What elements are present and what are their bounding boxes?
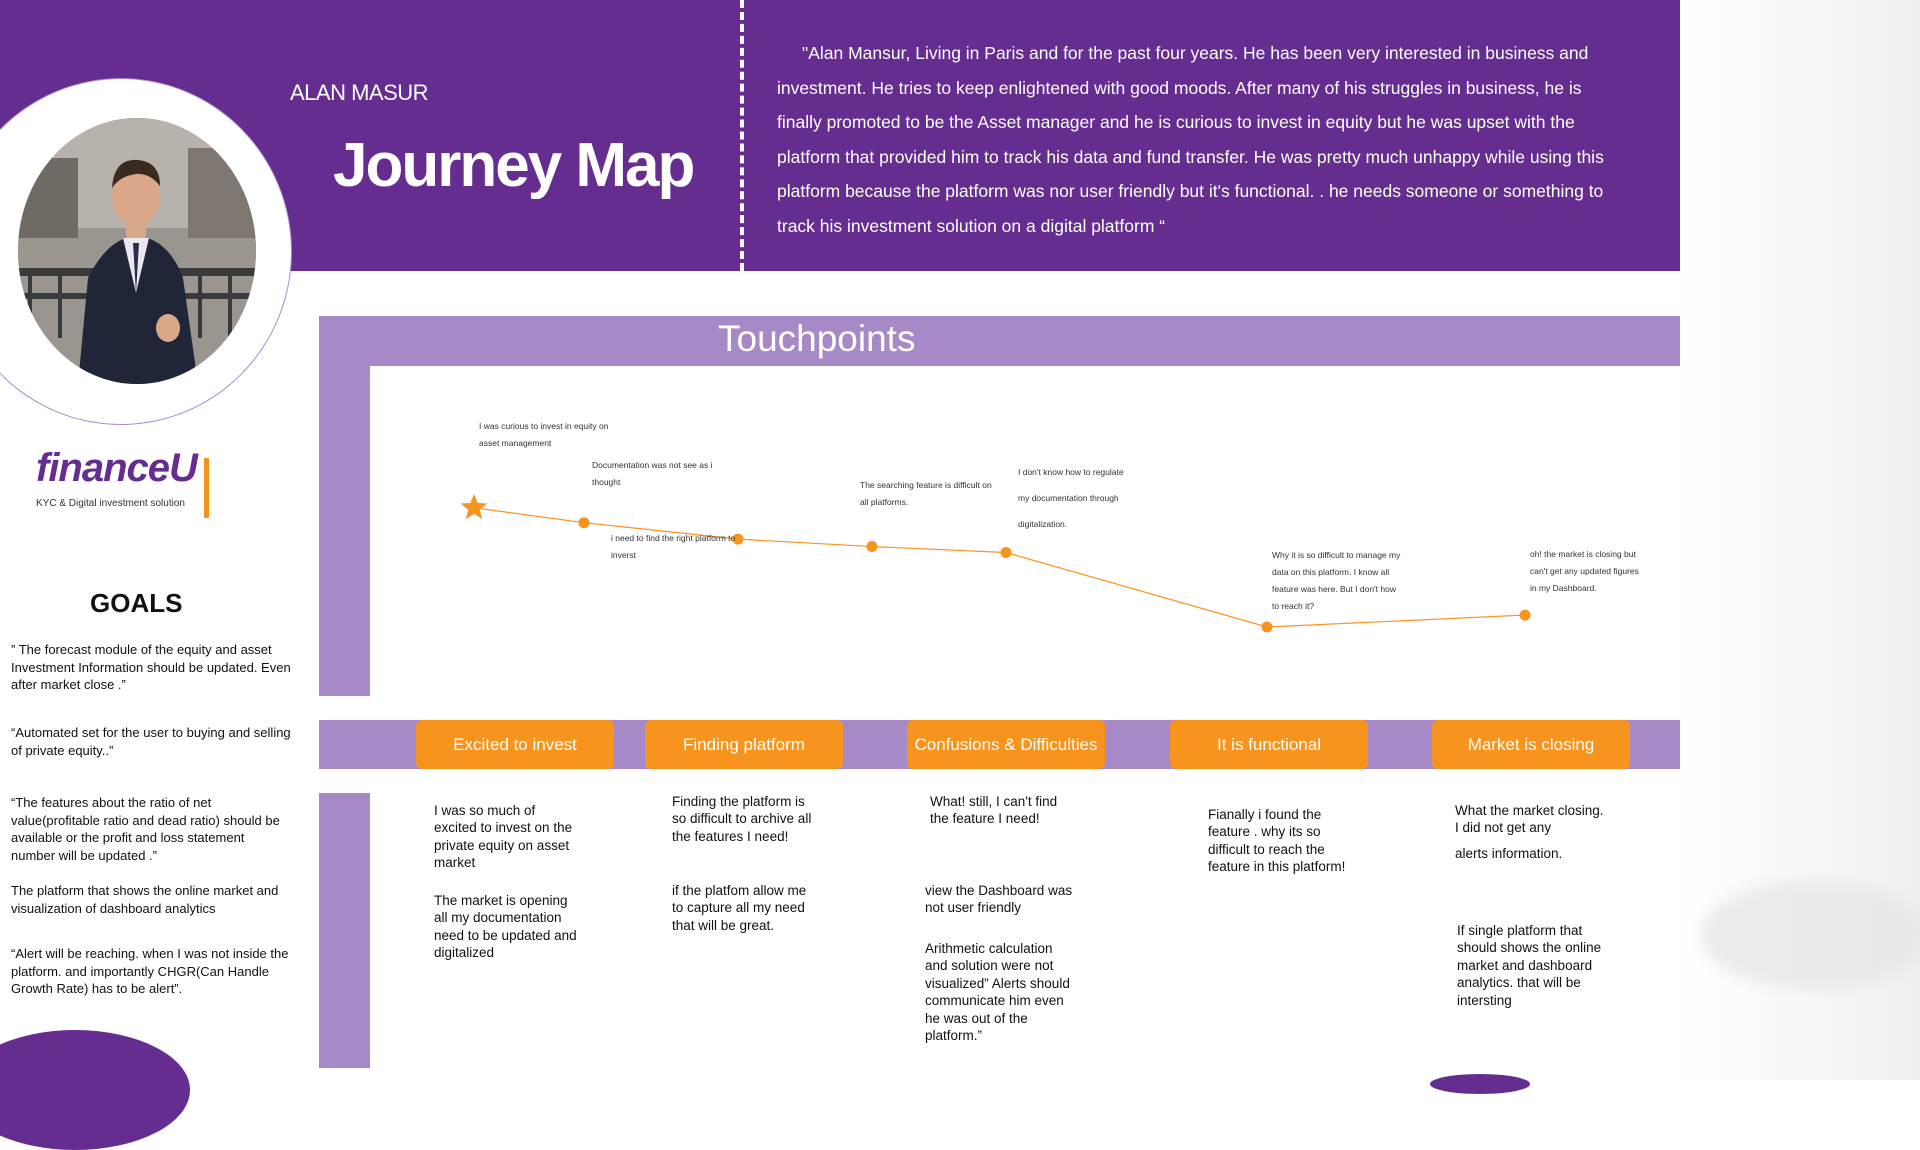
touchpoints-title: Touchpoints — [718, 318, 916, 359]
touchpoint-note: The searching feature is difficult on al… — [860, 480, 992, 507]
stage-functional: It is functional — [1170, 720, 1368, 769]
page-title: Journey Map — [333, 131, 695, 200]
logo-tagline: KYC & Digital investment solution — [36, 498, 185, 509]
thought-text: Fianally i found the feature . why its s… — [1208, 807, 1346, 875]
thought-text: I was so much of excited to invest on th… — [434, 803, 573, 871]
emotion-point — [866, 541, 878, 553]
logo-accent-bar — [204, 458, 209, 518]
thought-text: if the platfom allow me to capture all m… — [672, 883, 807, 933]
thought-text: alerts information. — [1455, 846, 1563, 861]
goal-item: “Automated set for the user to buying an… — [11, 725, 291, 758]
decorative-circle — [1430, 1074, 1530, 1094]
persona-bio: "Alan Mansur, Living in Paris and for th… — [777, 43, 1604, 236]
thought-text: What! still, I can't find the feature I … — [930, 794, 1058, 827]
goal-item: ” The forecast module of the equity and … — [11, 642, 291, 692]
stage-excited: Excited to invest — [416, 720, 614, 769]
goals-title: GOALS — [90, 588, 183, 618]
emotion-point — [578, 517, 590, 529]
thought-text: What the market closing. I did not get a… — [1455, 803, 1604, 836]
thought-text: The market is opening all my documentati… — [434, 893, 577, 961]
goal-item: The platform that shows the online marke… — [11, 883, 279, 916]
touchpoint-note: oh! the market is closing but can't get … — [1530, 549, 1639, 593]
logo: financeU — [36, 446, 198, 490]
persona-name: ALAN MASUR — [290, 80, 429, 105]
emotion-curve-chart — [460, 493, 1531, 633]
thoughts-side-band — [319, 793, 370, 1068]
thought-text: If single platform that should shows the… — [1457, 923, 1602, 1008]
goal-item: “Alert will be reaching. when I was not … — [11, 946, 289, 996]
touchpoint-note: I don't know how to regulate my document… — [1018, 467, 1124, 529]
goal-item: “The features about the ratio of net val… — [11, 795, 280, 863]
emotion-point — [1000, 547, 1012, 558]
stage-market-closing: Market is closing — [1432, 720, 1630, 769]
stage-finding: Finding platform — [645, 720, 843, 769]
emotion-point — [1261, 621, 1273, 633]
touchpoints-header-band — [319, 316, 1680, 366]
emotion-point — [732, 533, 744, 545]
stage-confusions: Confusions & Difficulties — [907, 720, 1105, 769]
header-divider — [740, 0, 744, 271]
touchpoint-note: Documentation was not see as i thought — [592, 460, 713, 487]
touchpoint-note: i need to find the right platform to inv… — [611, 533, 736, 560]
emotion-point — [1519, 609, 1531, 621]
avatar-photo — [18, 118, 256, 384]
touchpoints-side-band — [319, 316, 370, 696]
decorative-shape — [1700, 880, 1920, 990]
touchpoint-note: I was curious to invest in equity on ass… — [479, 421, 609, 448]
start-star-icon — [460, 493, 488, 520]
thought-text: Arithmetic calculation and solution were… — [925, 941, 1070, 1044]
touchpoint-note: Why it is so difficult to manage my data… — [1272, 550, 1401, 611]
avatar — [18, 118, 256, 384]
thought-text: Finding the platform is so difficult to … — [672, 794, 812, 844]
thought-text: view the Dashboard was not user friendly — [925, 883, 1073, 916]
